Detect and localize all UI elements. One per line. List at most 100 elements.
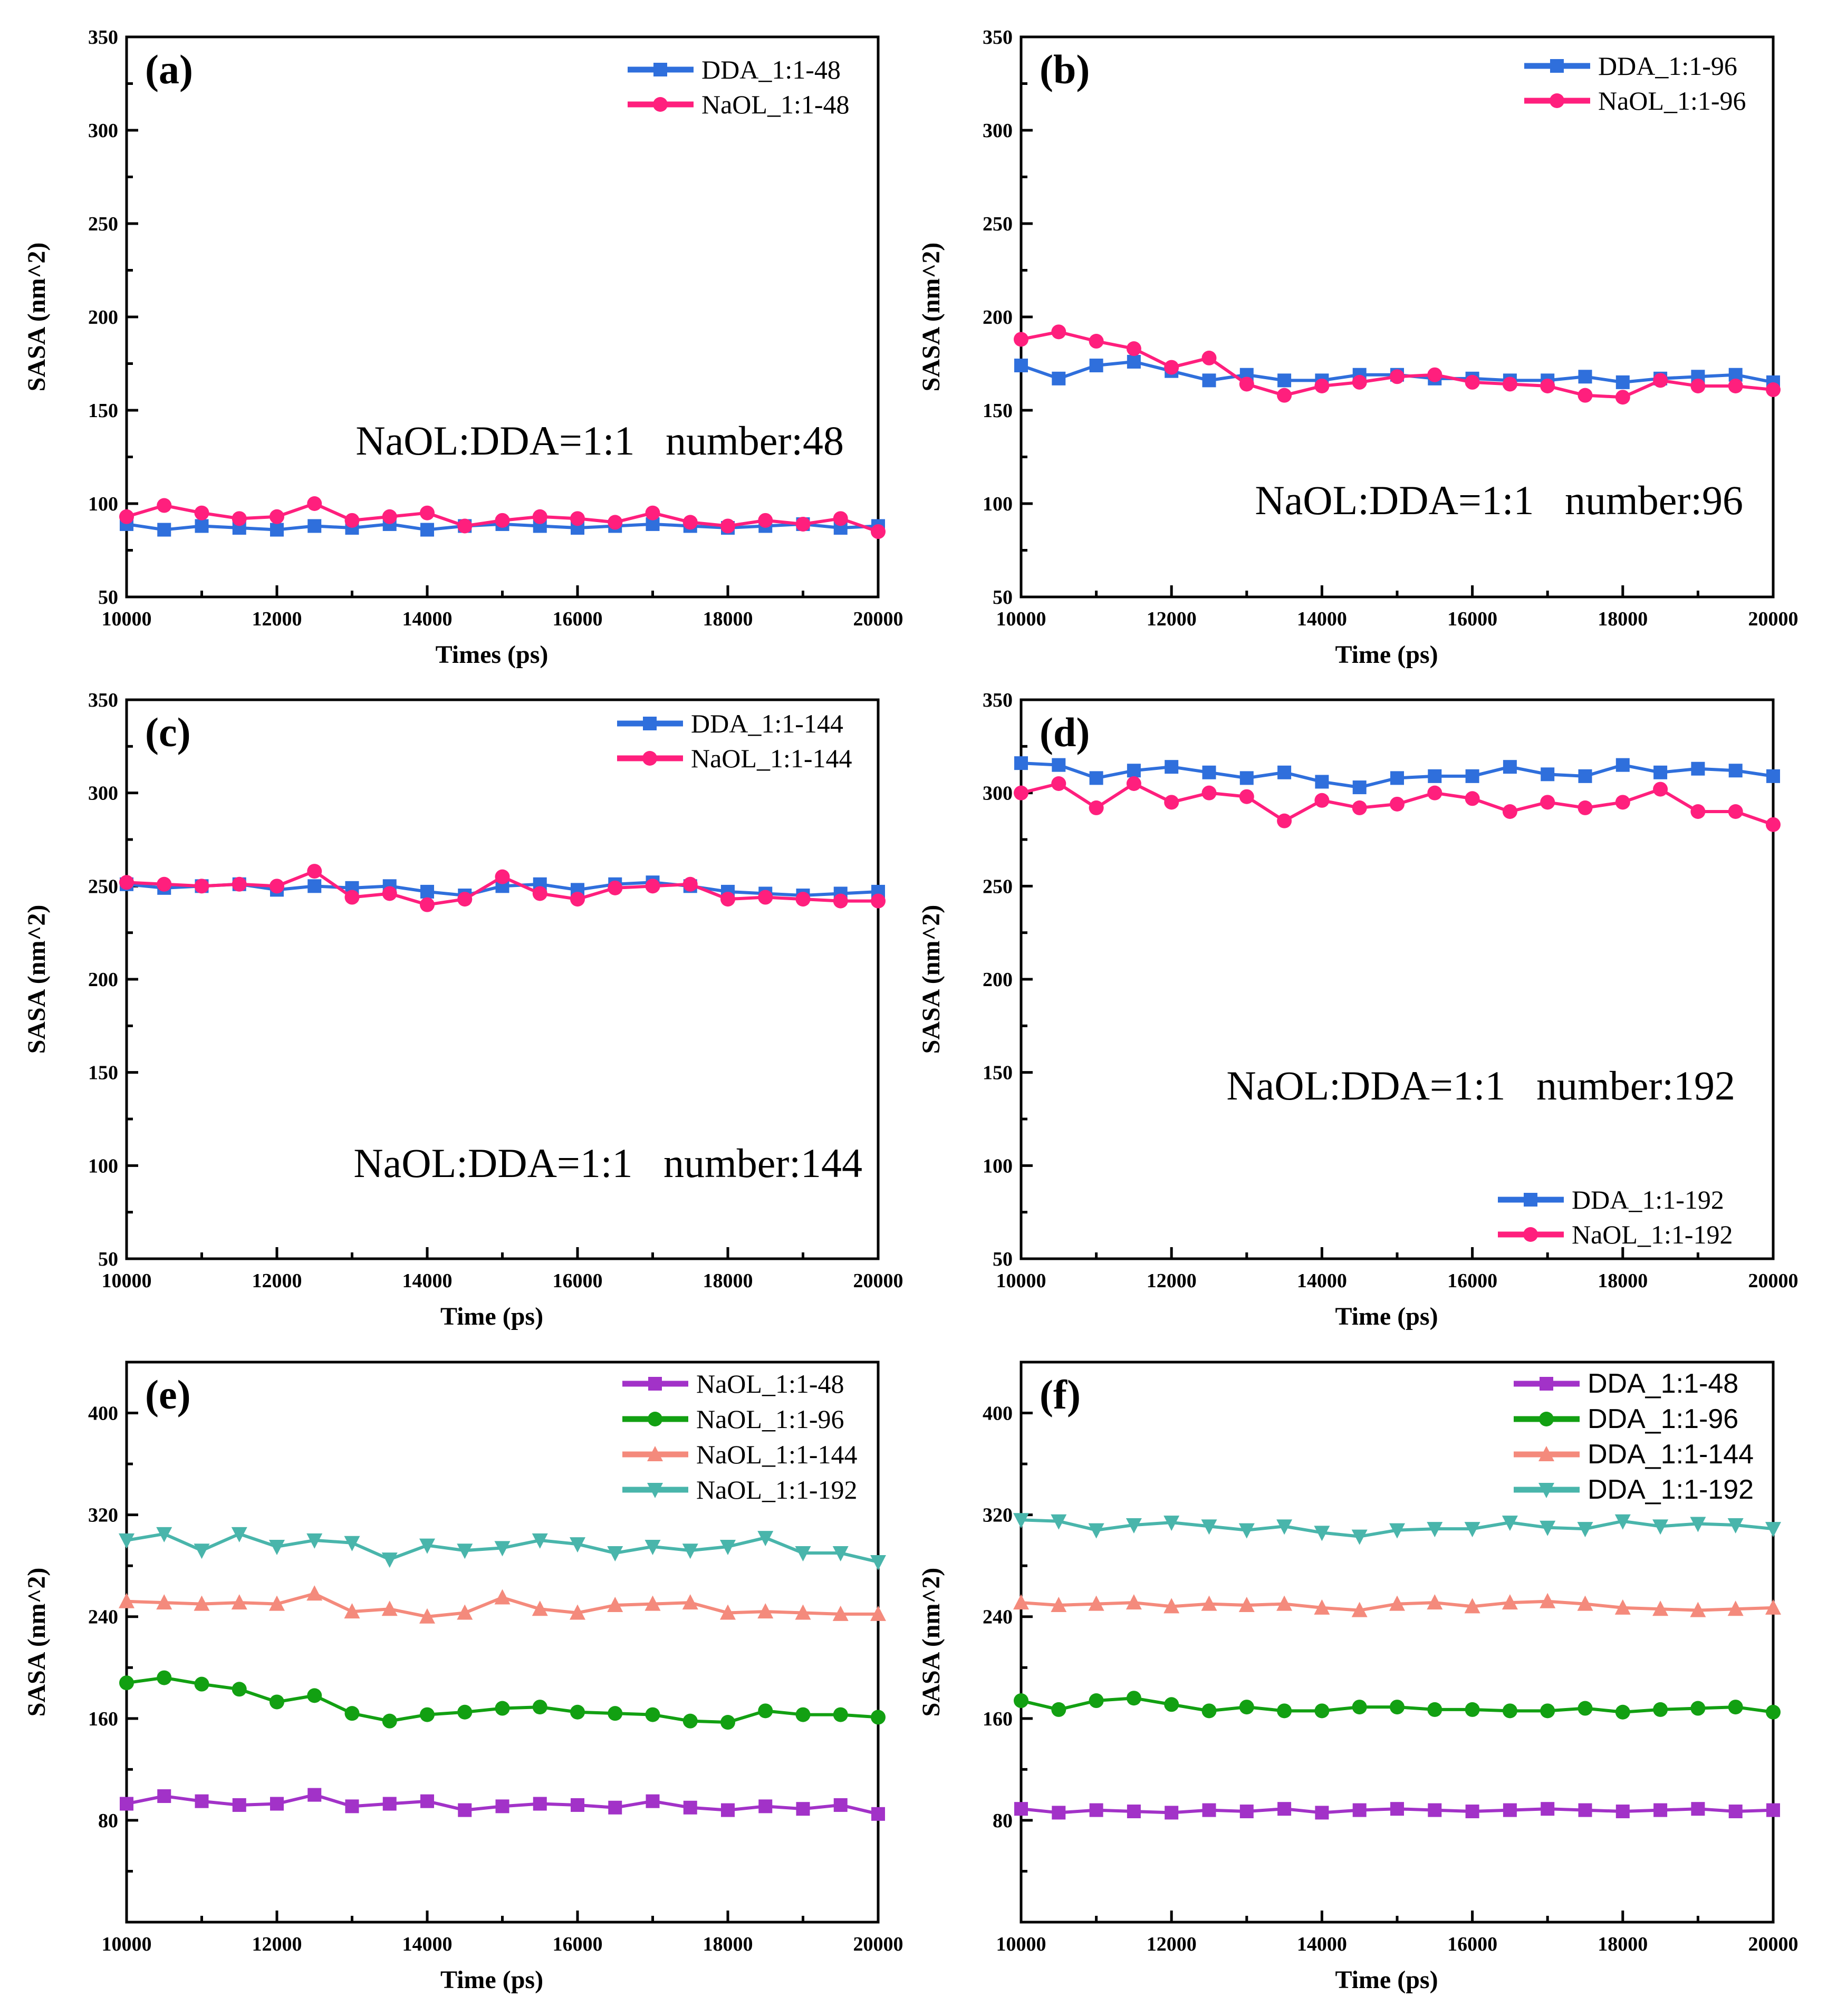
data-point	[269, 1595, 285, 1611]
data-point	[1653, 373, 1668, 388]
data-point	[1465, 791, 1480, 806]
legend-label: DDA_1:1-144	[691, 709, 843, 738]
data-point	[1427, 785, 1442, 800]
data-point	[1127, 764, 1141, 778]
x-tick-label: 10000	[102, 1270, 152, 1292]
data-point	[1315, 775, 1329, 789]
data-point	[1615, 758, 1630, 772]
y-tick-label: 100	[88, 1155, 118, 1177]
x-tick-label: 20000	[853, 1933, 903, 1955]
data-point	[1502, 1594, 1518, 1610]
x-axis-title: Time (ps)	[440, 1303, 543, 1330]
series-NaOL_1:1-192	[119, 1527, 886, 1570]
data-point	[1352, 374, 1367, 390]
data-point	[1051, 1514, 1067, 1530]
data-point	[195, 1794, 209, 1808]
data-point	[720, 1715, 735, 1730]
data-point	[532, 1700, 547, 1715]
data-point	[1127, 354, 1141, 369]
panel-label: (f)	[1040, 1372, 1081, 1417]
data-point	[307, 1688, 322, 1703]
x-tick-label: 14000	[402, 608, 453, 630]
x-tick-label: 20000	[1748, 608, 1798, 630]
y-tick-label: 300	[88, 783, 118, 805]
data-point	[1202, 1803, 1216, 1817]
data-point	[1314, 1703, 1330, 1719]
y-tick-label: 50	[98, 1248, 118, 1270]
data-point	[833, 1798, 848, 1812]
data-point	[307, 519, 322, 533]
x-tick-label: 18000	[703, 1933, 753, 1955]
data-point	[1126, 1691, 1141, 1706]
y-tick-label: 50	[993, 1248, 1013, 1270]
series-DDA_1:1-96	[1014, 1691, 1781, 1720]
data-point	[757, 1603, 774, 1619]
data-point	[1502, 804, 1517, 819]
data-point	[1465, 769, 1479, 783]
data-point	[1390, 1802, 1404, 1816]
data-point	[1201, 785, 1217, 800]
data-point	[231, 1594, 247, 1610]
data-point	[1390, 796, 1405, 812]
data-point	[607, 1546, 623, 1562]
data-point	[1202, 765, 1216, 779]
data-point	[119, 1533, 134, 1549]
panel-label: (d)	[1040, 709, 1090, 755]
data-point	[157, 498, 172, 513]
data-point	[645, 1595, 661, 1611]
x-tick-label: 16000	[1447, 1933, 1497, 1955]
data-point	[231, 1527, 247, 1542]
data-point	[1765, 1522, 1781, 1538]
legend-label: DDA_1:1-192	[1572, 1185, 1724, 1214]
series-NaOL_1:1-96	[119, 1670, 886, 1730]
legend-marker	[1550, 59, 1564, 73]
panel-label: (b)	[1040, 46, 1090, 92]
data-point	[1163, 1598, 1180, 1614]
x-tick-label: 14000	[1297, 1933, 1347, 1955]
legend: NaOL_1:1-48 NaOL_1:1-96 NaOL_1:1-144 NaOL_1…	[622, 1369, 858, 1504]
data-point	[306, 1533, 323, 1549]
data-point	[270, 509, 284, 524]
data-point	[1277, 373, 1292, 388]
data-point	[1238, 1597, 1255, 1613]
data-point	[306, 1585, 323, 1601]
y-tick-label: 150	[88, 400, 118, 422]
data-point	[119, 1593, 134, 1608]
data-point	[608, 880, 623, 895]
data-point	[608, 515, 623, 530]
series-NaOL_1:1-144	[119, 864, 886, 912]
x-axis-title: Time (ps)	[1335, 1303, 1438, 1330]
data-point	[1615, 1805, 1630, 1819]
y-tick-label: 200	[88, 306, 118, 329]
data-point	[720, 518, 735, 534]
data-point	[1051, 776, 1066, 791]
data-point	[1051, 1702, 1066, 1717]
data-point	[682, 1713, 698, 1729]
data-point	[1013, 1513, 1029, 1529]
data-point	[645, 1707, 660, 1722]
data-point	[682, 515, 698, 530]
data-point	[457, 1604, 473, 1620]
series-DDA_1:1-192	[1014, 756, 1780, 795]
y-tick-label: 80	[98, 1810, 118, 1832]
data-point	[1127, 1805, 1141, 1819]
data-point	[382, 509, 397, 524]
data-point	[232, 876, 247, 892]
y-tick-label: 350	[88, 26, 118, 49]
data-point	[1577, 1522, 1593, 1538]
data-point	[1503, 760, 1517, 774]
data-point	[1201, 1703, 1217, 1719]
data-point	[1427, 1522, 1443, 1538]
data-point	[1052, 1806, 1066, 1820]
data-point	[420, 505, 435, 520]
data-point	[1653, 782, 1668, 797]
data-point	[1653, 765, 1668, 779]
data-point	[795, 516, 811, 532]
data-point	[119, 1675, 134, 1691]
x-tick-label: 10000	[996, 608, 1046, 630]
legend-label: NaOL_1:1-96	[696, 1404, 844, 1434]
x-tick-label: 12000	[1147, 1933, 1197, 1955]
y-tick-label: 350	[88, 689, 118, 711]
data-point	[345, 1799, 359, 1814]
data-point	[645, 505, 660, 520]
